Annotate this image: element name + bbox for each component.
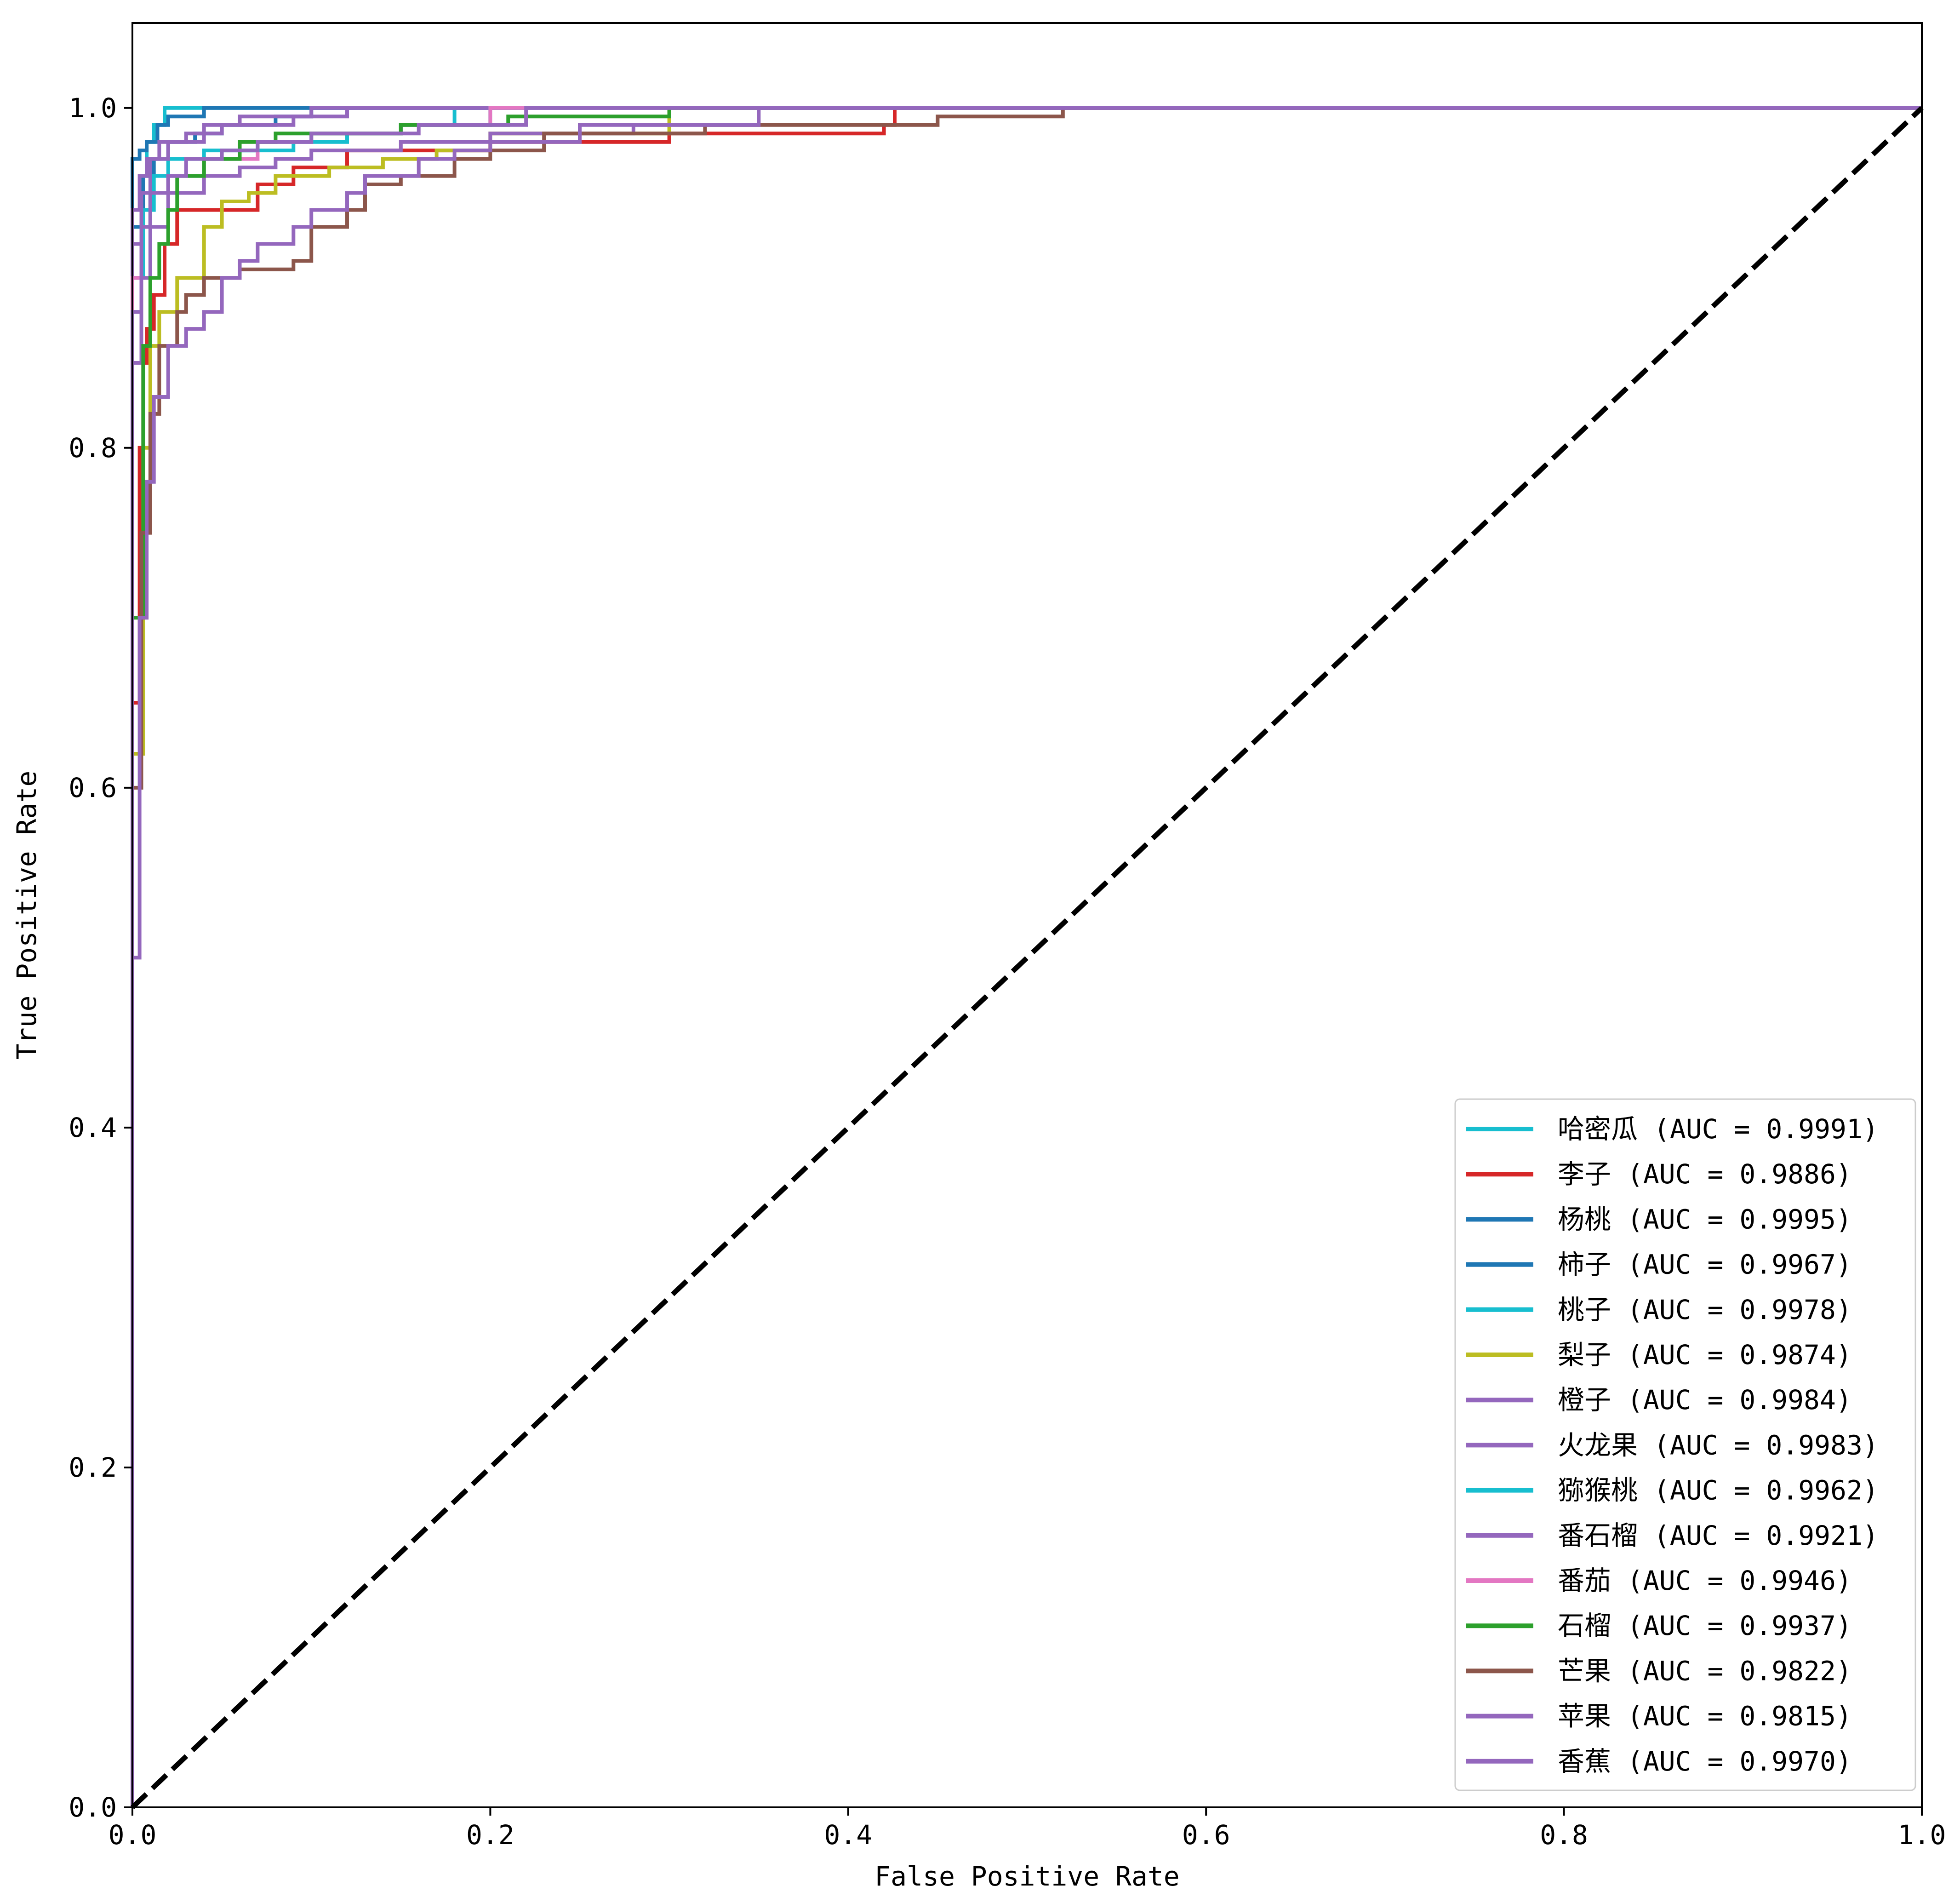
y-axis-ticks: 0.0 0.2 0.4 0.6 0.8 1.0 [69, 92, 132, 1823]
y-tick-label: 0.0 [69, 1792, 117, 1823]
x-tick-label: 0.4 [824, 1819, 872, 1851]
legend-label: 猕猴桃 (AUC = 0.9962) [1558, 1475, 1879, 1506]
legend-label: 哈密瓜 (AUC = 0.9991) [1558, 1113, 1879, 1145]
legend-label: 番茄 (AUC = 0.9946) [1558, 1565, 1852, 1596]
chance-diagonal-line [131, 106, 1924, 1809]
legend-label: 柿子 (AUC = 0.9967) [1558, 1249, 1852, 1280]
legend-label: 桃子 (AUC = 0.9978) [1558, 1294, 1852, 1325]
x-axis-ticks: 0.0 0.2 0.4 0.6 0.8 1.0 [109, 1807, 1946, 1851]
x-tick-label: 0.6 [1182, 1819, 1230, 1851]
roc-curve-14 [131, 106, 1922, 1807]
roc-curve-7 [131, 106, 1922, 1807]
legend-label: 李子 (AUC = 0.9886) [1558, 1158, 1852, 1190]
roc-curves [131, 106, 1922, 1807]
plot-frame [131, 22, 1923, 1808]
y-axis-label: True Positive Rate [11, 771, 42, 1060]
legend-box [1454, 1098, 1916, 1791]
y-tick-label: 1.0 [69, 92, 117, 124]
legend-label: 杨桃 (AUC = 0.9995) [1558, 1204, 1852, 1235]
legend-label: 芒果 (AUC = 0.9822) [1558, 1655, 1852, 1686]
legend-label: 番石榴 (AUC = 0.9921) [1558, 1520, 1879, 1551]
legend-label: 香蕉 (AUC = 0.9970) [1558, 1746, 1852, 1777]
legend-items: 哈密瓜 (AUC = 0.9991) 李子 (AUC = 0.9886) 杨桃 (A… [1466, 1113, 1879, 1777]
x-tick-label: 0.8 [1540, 1819, 1588, 1851]
roc-curve-13 [131, 106, 1922, 1807]
y-tick-label: 0.6 [69, 772, 117, 803]
y-tick-label: 0.8 [69, 432, 117, 464]
x-tick-label: 0.2 [466, 1819, 514, 1851]
x-tick-label: 1.0 [1898, 1819, 1946, 1851]
legend-label: 苹果 (AUC = 0.9815) [1558, 1701, 1852, 1732]
y-tick-label: 0.2 [69, 1452, 117, 1483]
x-tick-label: 0.0 [109, 1819, 157, 1851]
legend-label: 梨子 (AUC = 0.9874) [1558, 1339, 1852, 1370]
legend: 哈密瓜 (AUC = 0.9991) 李子 (AUC = 0.9886) 杨桃 (A… [1454, 1098, 1916, 1791]
y-tick-label: 0.4 [69, 1112, 117, 1143]
x-axis-label: False Positive Rate [874, 1861, 1179, 1892]
legend-label: 火龙果 (AUC = 0.9983) [1558, 1429, 1879, 1461]
legend-label: 石榴 (AUC = 0.9937) [1558, 1610, 1852, 1641]
legend-label: 橙子 (AUC = 0.9984) [1558, 1384, 1852, 1416]
roc-curve-2 [131, 106, 1922, 1807]
